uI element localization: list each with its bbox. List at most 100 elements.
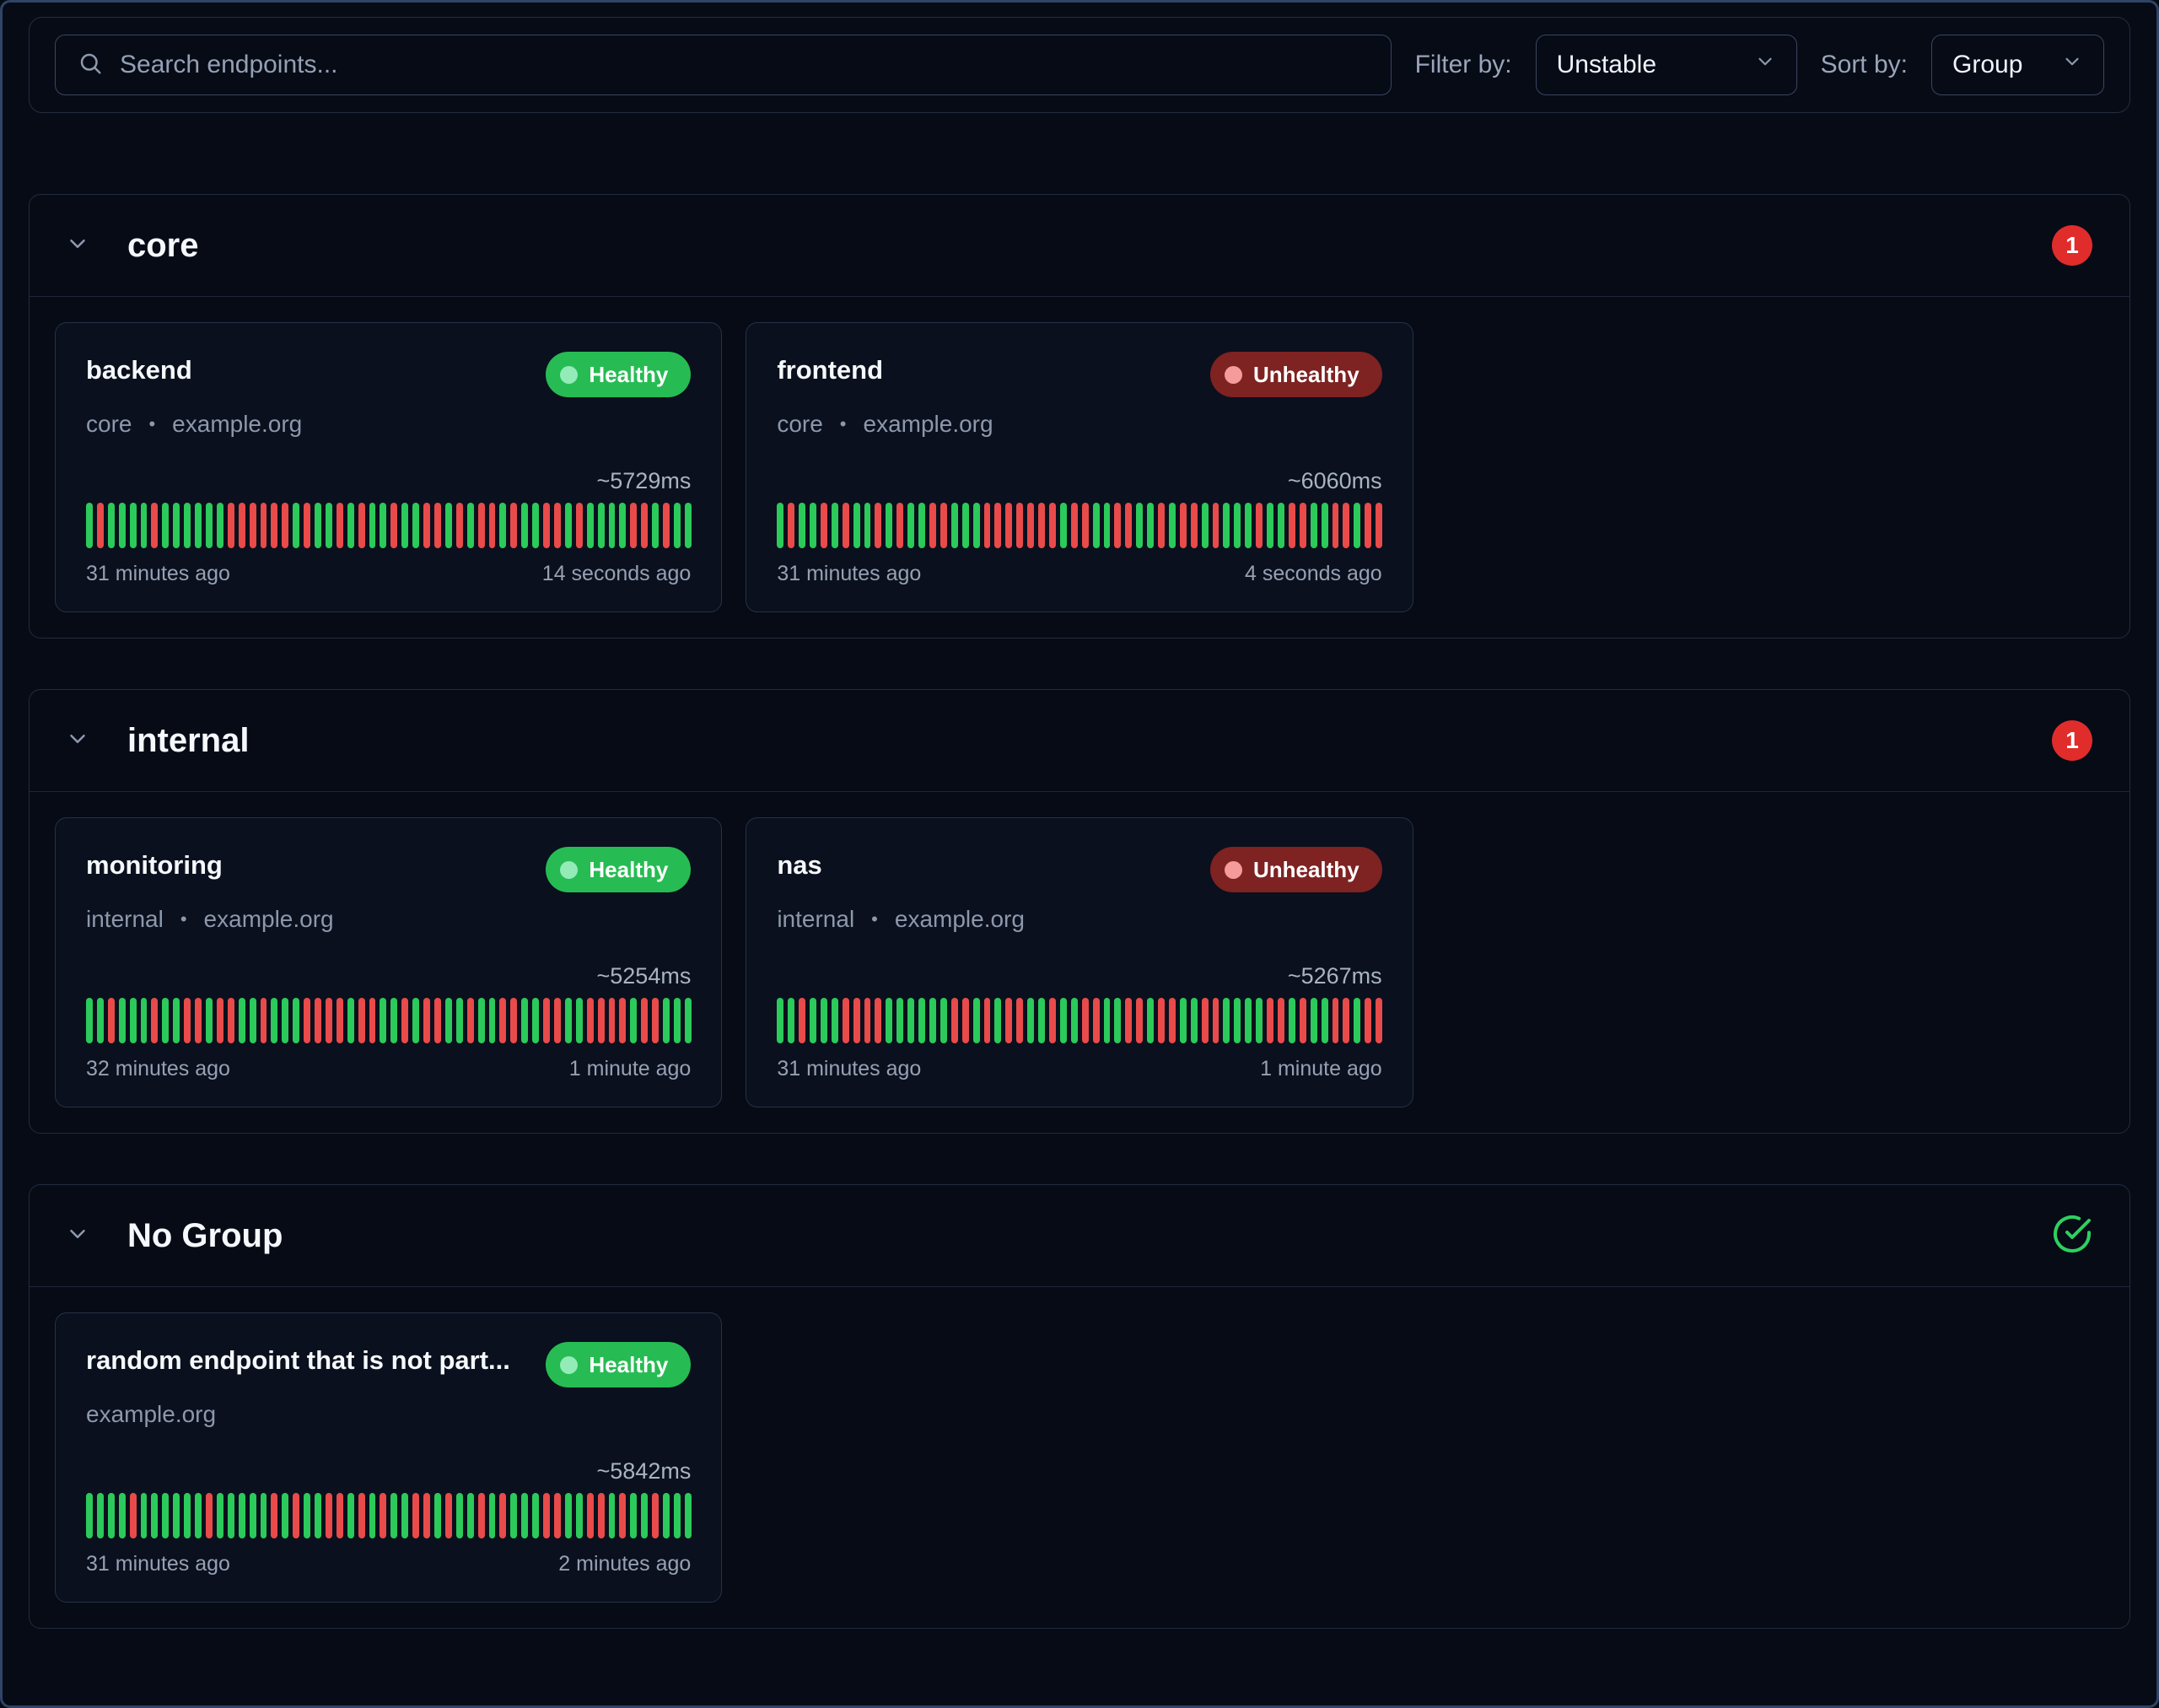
uptime-bar[interactable] <box>488 1493 496 1538</box>
uptime-bar[interactable] <box>1027 998 1035 1043</box>
uptime-bar[interactable] <box>630 503 638 548</box>
uptime-bar[interactable] <box>369 998 376 1043</box>
sort-select[interactable]: Group <box>1931 35 2104 95</box>
uptime-bar[interactable] <box>619 503 627 548</box>
uptime-bar[interactable] <box>619 998 627 1043</box>
uptime-bar[interactable] <box>663 503 670 548</box>
uptime-bar[interactable] <box>271 1493 278 1538</box>
uptime-bar[interactable] <box>227 998 234 1043</box>
uptime-bar[interactable] <box>444 503 452 548</box>
uptime-bar[interactable] <box>1016 503 1024 548</box>
endpoint-card[interactable]: nas Unhealthy internal • example.org ~5267ms 3… <box>746 817 1413 1107</box>
uptime-bar[interactable] <box>434 1493 441 1538</box>
uptime-bar[interactable] <box>864 998 871 1043</box>
uptime-bar[interactable] <box>684 1493 692 1538</box>
uptime-bar[interactable] <box>1048 503 1056 548</box>
uptime-bar[interactable] <box>896 503 904 548</box>
uptime-bar[interactable] <box>86 503 93 548</box>
uptime-bar[interactable] <box>820 998 827 1043</box>
uptime-bar[interactable] <box>293 998 300 1043</box>
uptime-bar[interactable] <box>1125 503 1133 548</box>
uptime-bar[interactable] <box>553 1493 561 1538</box>
uptime-bar[interactable] <box>619 1493 627 1538</box>
uptime-bar[interactable] <box>1027 503 1035 548</box>
uptime-bar[interactable] <box>162 998 170 1043</box>
uptime-bar[interactable] <box>151 503 159 548</box>
uptime-bar[interactable] <box>1136 998 1144 1043</box>
uptime-bar[interactable] <box>983 503 991 548</box>
filter-select[interactable]: Unstable <box>1535 35 1797 95</box>
uptime-bar[interactable] <box>608 1493 616 1538</box>
uptime-bar[interactable] <box>564 998 572 1043</box>
uptime-bar[interactable] <box>1256 503 1263 548</box>
uptime-bar[interactable] <box>1179 503 1187 548</box>
uptime-bar[interactable] <box>260 1493 267 1538</box>
uptime-bar[interactable] <box>466 1493 474 1538</box>
uptime-bar[interactable] <box>564 503 572 548</box>
uptime-bar[interactable] <box>293 503 300 548</box>
uptime-bar[interactable] <box>652 998 660 1043</box>
uptime-bar[interactable] <box>325 998 332 1043</box>
uptime-bar[interactable] <box>336 998 343 1043</box>
uptime-bar[interactable] <box>918 998 926 1043</box>
uptime-bar[interactable] <box>586 998 594 1043</box>
uptime-bar[interactable] <box>810 998 816 1043</box>
uptime-bar[interactable] <box>129 1493 137 1538</box>
uptime-bar[interactable] <box>315 998 321 1043</box>
uptime-bar[interactable] <box>1179 998 1187 1043</box>
uptime-bar[interactable] <box>1278 503 1284 548</box>
uptime-bar[interactable] <box>401 1493 409 1538</box>
uptime-bar[interactable] <box>380 998 387 1043</box>
uptime-bar[interactable] <box>455 503 463 548</box>
uptime-bar[interactable] <box>358 503 365 548</box>
uptime-bar[interactable] <box>380 503 387 548</box>
uptime-bar[interactable] <box>907 998 915 1043</box>
uptime-bar[interactable] <box>940 503 947 548</box>
uptime-bar[interactable] <box>455 1493 463 1538</box>
uptime-bar[interactable] <box>96 1493 104 1538</box>
uptime-bar[interactable] <box>304 1493 311 1538</box>
uptime-bar[interactable] <box>325 1493 332 1538</box>
uptime-bar[interactable] <box>336 1493 343 1538</box>
uptime-bar[interactable] <box>96 503 104 548</box>
uptime-bar[interactable] <box>1168 503 1176 548</box>
uptime-bar[interactable] <box>315 1493 321 1538</box>
uptime-bar[interactable] <box>184 1493 191 1538</box>
uptime-bar[interactable] <box>684 998 692 1043</box>
uptime-bar[interactable] <box>401 998 409 1043</box>
uptime-bar[interactable] <box>673 1493 681 1538</box>
search-input[interactable] <box>118 50 1369 80</box>
uptime-bar[interactable] <box>521 1493 529 1538</box>
uptime-bar[interactable] <box>1016 998 1024 1043</box>
uptime-bar[interactable] <box>564 1493 572 1538</box>
uptime-bar[interactable] <box>1103 503 1111 548</box>
uptime-bar[interactable] <box>575 1493 583 1538</box>
uptime-bar[interactable] <box>1114 503 1122 548</box>
uptime-bar[interactable] <box>886 503 893 548</box>
search-box[interactable] <box>55 35 1392 95</box>
uptime-bar[interactable] <box>842 503 849 548</box>
uptime-bar[interactable] <box>488 503 496 548</box>
uptime-bar[interactable] <box>477 503 485 548</box>
uptime-bar[interactable] <box>853 998 860 1043</box>
uptime-bar[interactable] <box>1190 503 1198 548</box>
uptime-bar[interactable] <box>1365 503 1372 548</box>
uptime-bar[interactable] <box>249 1493 256 1538</box>
uptime-bar[interactable] <box>1201 503 1209 548</box>
uptime-bar[interactable] <box>227 503 234 548</box>
uptime-bar[interactable] <box>1081 503 1089 548</box>
uptime-bar[interactable] <box>1005 998 1013 1043</box>
uptime-bar[interactable] <box>173 998 180 1043</box>
uptime-bar[interactable] <box>304 998 311 1043</box>
uptime-bar[interactable] <box>358 1493 365 1538</box>
uptime-bar[interactable] <box>630 998 638 1043</box>
uptime-bar[interactable] <box>390 1493 398 1538</box>
uptime-bar[interactable] <box>249 998 256 1043</box>
uptime-bar[interactable] <box>510 1493 518 1538</box>
uptime-bar[interactable] <box>118 998 126 1043</box>
uptime-bar[interactable] <box>380 1493 387 1538</box>
uptime-bar[interactable] <box>347 503 354 548</box>
uptime-bar[interactable] <box>412 1493 420 1538</box>
uptime-bar[interactable] <box>216 998 223 1043</box>
uptime-bar[interactable] <box>1048 998 1056 1043</box>
